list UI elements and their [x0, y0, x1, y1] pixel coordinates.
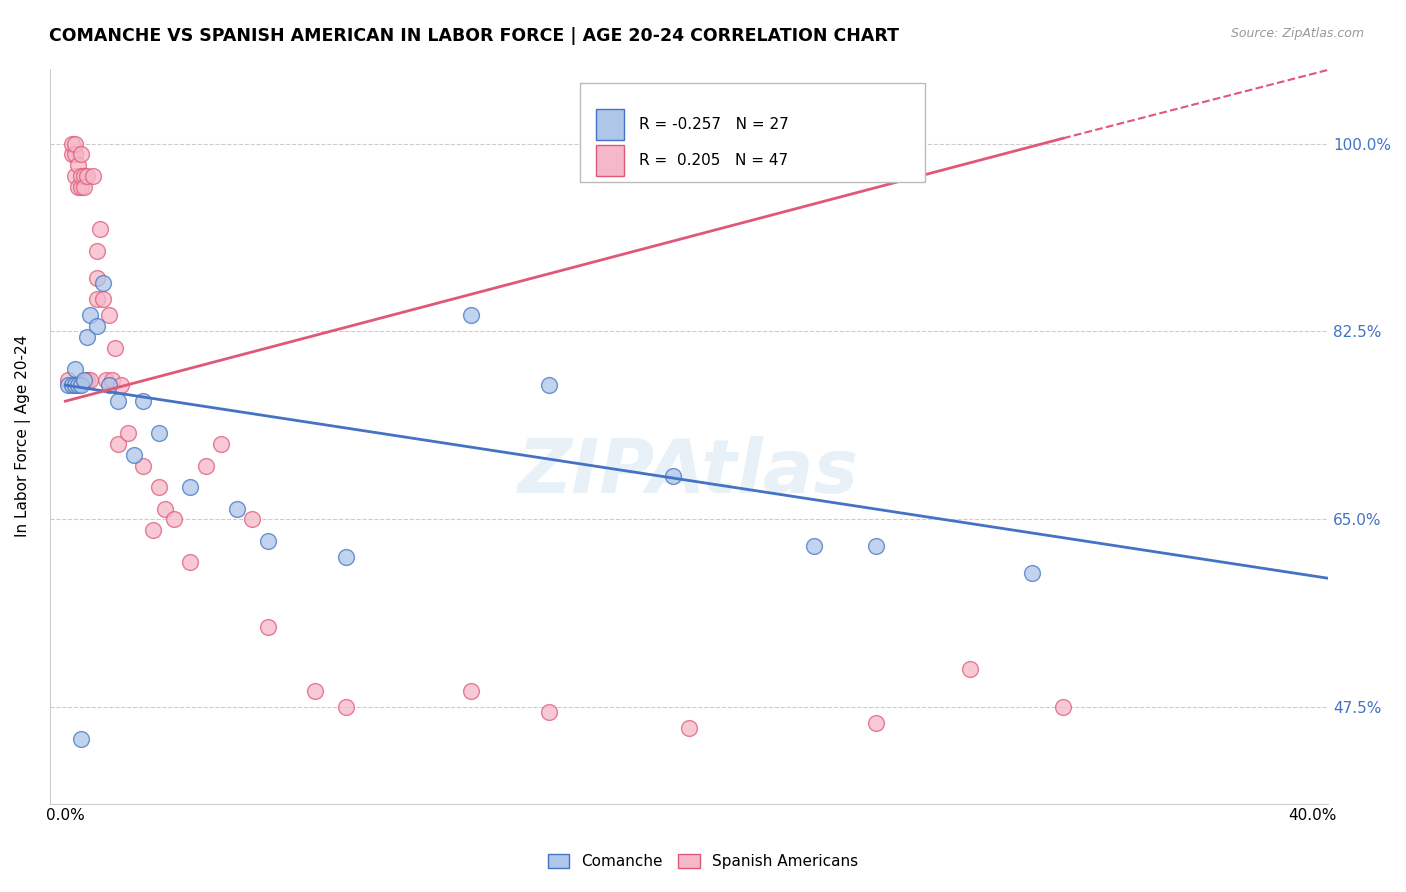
FancyBboxPatch shape: [596, 145, 624, 176]
Point: [179, 555, 201, 569]
Point: [63, 169, 86, 183]
FancyBboxPatch shape: [581, 83, 925, 183]
FancyBboxPatch shape: [596, 110, 624, 140]
Text: ZIPAtlas: ZIPAtlas: [519, 436, 859, 509]
Point: [803, 539, 825, 553]
Point: [91, 276, 114, 290]
Point: [76, 330, 98, 344]
Point: [225, 501, 247, 516]
Point: [132, 394, 155, 409]
Point: [148, 480, 170, 494]
Point: [1021, 566, 1043, 580]
Point: [66, 179, 89, 194]
Point: [142, 523, 165, 537]
Point: [73, 179, 96, 194]
Point: [86, 244, 108, 258]
Text: R = -0.257   N = 27: R = -0.257 N = 27: [640, 118, 789, 132]
Point: [94, 373, 117, 387]
Y-axis label: In Labor Force | Age 20-24: In Labor Force | Age 20-24: [15, 334, 31, 537]
Point: [257, 619, 280, 633]
Point: [242, 512, 264, 526]
Point: [537, 378, 560, 392]
Text: COMANCHE VS SPANISH AMERICAN IN LABOR FORCE | AGE 20-24 CORRELATION CHART: COMANCHE VS SPANISH AMERICAN IN LABOR FO…: [49, 27, 900, 45]
Point: [79, 309, 101, 323]
Point: [153, 501, 176, 516]
Text: Source: ZipAtlas.com: Source: ZipAtlas.com: [1230, 27, 1364, 40]
Point: [209, 437, 232, 451]
Point: [98, 309, 121, 323]
Point: [110, 378, 132, 392]
Point: [179, 480, 201, 494]
Point: [58, 373, 80, 387]
Point: [70, 147, 93, 161]
Point: [89, 222, 111, 236]
Point: [132, 458, 155, 473]
Point: [304, 684, 326, 698]
Point: [257, 533, 280, 548]
Point: [70, 378, 93, 392]
Point: [63, 147, 86, 161]
Point: [60, 147, 83, 161]
Point: [91, 292, 114, 306]
Point: [1052, 700, 1074, 714]
Point: [70, 732, 93, 747]
Point: [60, 136, 83, 151]
Point: [86, 292, 108, 306]
Point: [98, 378, 121, 392]
Point: [70, 169, 93, 183]
Point: [460, 684, 482, 698]
Point: [60, 378, 83, 392]
Point: [101, 373, 124, 387]
Point: [82, 169, 104, 183]
Point: [865, 716, 887, 731]
Point: [865, 539, 887, 553]
Point: [66, 158, 89, 172]
Point: [122, 448, 145, 462]
Point: [104, 341, 127, 355]
Point: [537, 706, 560, 720]
Point: [662, 469, 685, 483]
Point: [76, 169, 98, 183]
Point: [107, 437, 129, 451]
Point: [163, 512, 186, 526]
Point: [678, 722, 700, 736]
Text: R =  0.205   N = 47: R = 0.205 N = 47: [640, 153, 789, 168]
Point: [335, 700, 357, 714]
Point: [58, 378, 80, 392]
Point: [107, 394, 129, 409]
Point: [335, 549, 357, 564]
Point: [63, 362, 86, 376]
Point: [460, 309, 482, 323]
Point: [148, 426, 170, 441]
Point: [76, 373, 98, 387]
Point: [117, 426, 139, 441]
Point: [63, 136, 86, 151]
Legend: Comanche, Spanish Americans: Comanche, Spanish Americans: [541, 848, 865, 875]
Point: [79, 373, 101, 387]
Point: [63, 378, 86, 392]
Point: [66, 378, 89, 392]
Point: [73, 373, 96, 387]
Point: [194, 458, 217, 473]
Point: [70, 179, 93, 194]
Point: [86, 319, 108, 334]
Point: [73, 169, 96, 183]
Point: [959, 663, 981, 677]
Point: [86, 270, 108, 285]
